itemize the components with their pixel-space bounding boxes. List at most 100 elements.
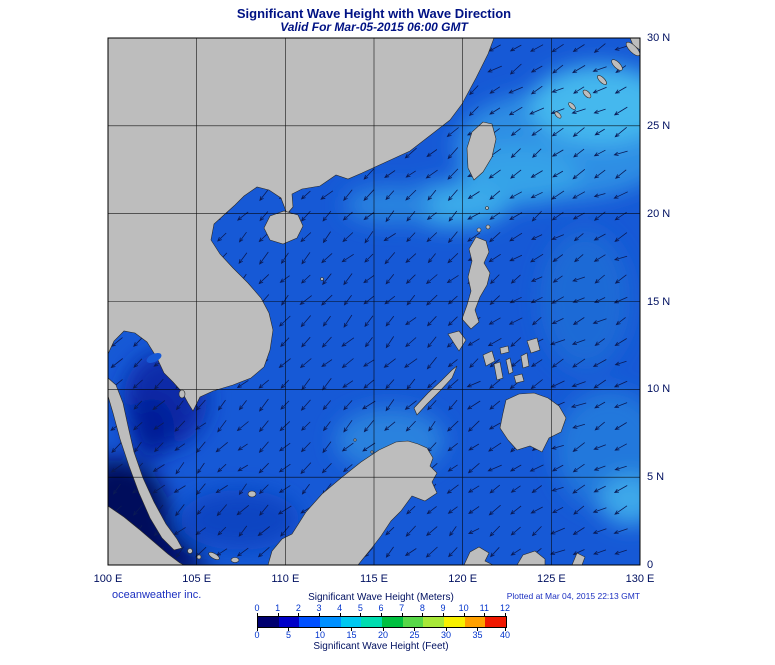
lon-tick-label: 130 E	[625, 573, 655, 585]
meters-tick-label: 4	[337, 603, 343, 613]
island-masbate	[499, 345, 510, 355]
island-riau-2	[196, 554, 202, 560]
lat-tick-label: 10 N	[647, 383, 671, 396]
feet-tick-label: 25	[409, 630, 420, 640]
meters-tick-label: 3	[316, 603, 322, 613]
feet-tick-label: 5	[285, 630, 291, 640]
island-taiwan	[466, 121, 497, 181]
colorbar-segment	[464, 617, 486, 627]
meters-tick-label: 7	[399, 603, 405, 613]
island-mindoro	[447, 330, 467, 352]
island-ryukyu-3	[597, 75, 607, 85]
lon-tick-label: 120 E	[448, 573, 478, 585]
feet-tick-label: 30	[440, 630, 451, 640]
island-bangka	[208, 552, 220, 560]
latlon-grid	[108, 38, 640, 565]
meters-tick-mark	[298, 613, 300, 616]
legend-feet-label: Significant Wave Height (Feet)	[313, 641, 449, 652]
island-riau-1	[187, 548, 193, 554]
island-sulawesi-north	[463, 546, 494, 565]
meters-tick-mark	[401, 613, 403, 616]
map-border	[107, 37, 641, 566]
feet-tick-label: 35	[472, 630, 483, 640]
meters-tick-mark	[484, 613, 486, 616]
meters-tick-mark	[339, 613, 341, 616]
colorbar-segment	[320, 617, 341, 627]
meters-tick-label: 10	[458, 603, 469, 613]
island-ryukyu-6	[554, 111, 562, 119]
island-mindanao	[499, 392, 567, 453]
island-leyte	[520, 352, 530, 369]
colorbar-segment	[258, 617, 279, 627]
island-ryukyu-1	[625, 41, 640, 57]
island-bohol	[513, 373, 525, 384]
colorbar-segment	[485, 617, 507, 627]
island-babuyan-1	[476, 227, 482, 233]
landmass-china-indochina	[108, 38, 495, 412]
landmasses	[108, 38, 640, 565]
meters-tick-mark	[360, 613, 362, 616]
meters-tick-label: 0	[254, 603, 260, 613]
colorbar-segment	[299, 617, 321, 627]
lon-tick-label: 115 E	[360, 573, 388, 585]
feet-tick-label: 40	[499, 630, 510, 640]
valid-time-subtitle: Valid For Mar-05-2015 06:00 GMT	[280, 20, 468, 34]
meters-tick-label: 1	[275, 603, 281, 613]
feet-tick-label: 15	[346, 630, 357, 640]
island-samar	[526, 337, 541, 354]
island-negros	[493, 361, 504, 381]
island-batanes	[485, 206, 489, 210]
feet-tick-mark	[505, 628, 506, 631]
lake-tonle-sap	[146, 353, 162, 363]
lon-tick-label: 110 E	[271, 573, 300, 585]
meters-tick-mark	[463, 613, 465, 616]
island-belitung	[230, 557, 240, 563]
lon-tick-label: 100 E	[93, 573, 123, 585]
feet-tick-label: 20	[377, 630, 388, 640]
wave-height-colorbar	[257, 616, 507, 628]
meters-tick-mark	[443, 613, 444, 616]
feet-tick-mark	[445, 628, 447, 631]
meters-tick-label: 8	[419, 603, 425, 613]
meters-tick-label: 2	[295, 603, 301, 613]
feet-tick-mark	[382, 628, 384, 631]
feet-tick-mark	[257, 628, 258, 631]
meters-tick-label: 12	[499, 603, 510, 613]
lon-tick-label: 125 E	[536, 573, 566, 585]
lat-tick-label: 25 N	[647, 119, 671, 132]
island-palawan	[413, 365, 458, 416]
island-paracel	[320, 277, 324, 281]
feet-tick-mark	[319, 628, 321, 631]
island-luzon	[461, 236, 491, 330]
feet-tick-mark	[351, 628, 353, 631]
oceanweather-credit: oceanweather inc.	[112, 589, 202, 601]
island-kyushu-corner	[629, 38, 640, 51]
island-halmahera	[571, 552, 586, 565]
meters-tick-mark	[422, 613, 424, 616]
meters-tick-label: 5	[357, 603, 363, 613]
island-spratly-1	[353, 438, 357, 442]
feet-tick-mark	[414, 628, 416, 631]
island-ryukyu-2	[611, 59, 623, 71]
island-spratly-2	[370, 450, 374, 454]
island-cebu	[505, 357, 514, 375]
meters-tick-label: 9	[440, 603, 446, 613]
feet-tick-label: 10	[314, 630, 325, 640]
colorbar-segment	[402, 617, 424, 627]
island-babuyan-2	[485, 224, 491, 230]
plotted-timestamp: Plotted at Mar 04, 2015 22:13 GMT	[506, 591, 640, 601]
meters-tick-mark	[319, 613, 320, 616]
island-panay	[482, 350, 496, 367]
feet-tick-label: 0	[254, 630, 260, 640]
colorbar-segment	[278, 617, 300, 627]
colorbar-segment	[444, 617, 465, 627]
feet-tick-mark	[288, 628, 290, 631]
feet-tick-mark	[477, 628, 479, 631]
meters-tick-mark	[381, 613, 382, 616]
lat-tick-label: 5 N	[647, 471, 665, 484]
lat-tick-label: 0	[647, 559, 654, 571]
colorbar-segment	[423, 617, 445, 627]
island-ryukyu-4	[582, 89, 592, 99]
